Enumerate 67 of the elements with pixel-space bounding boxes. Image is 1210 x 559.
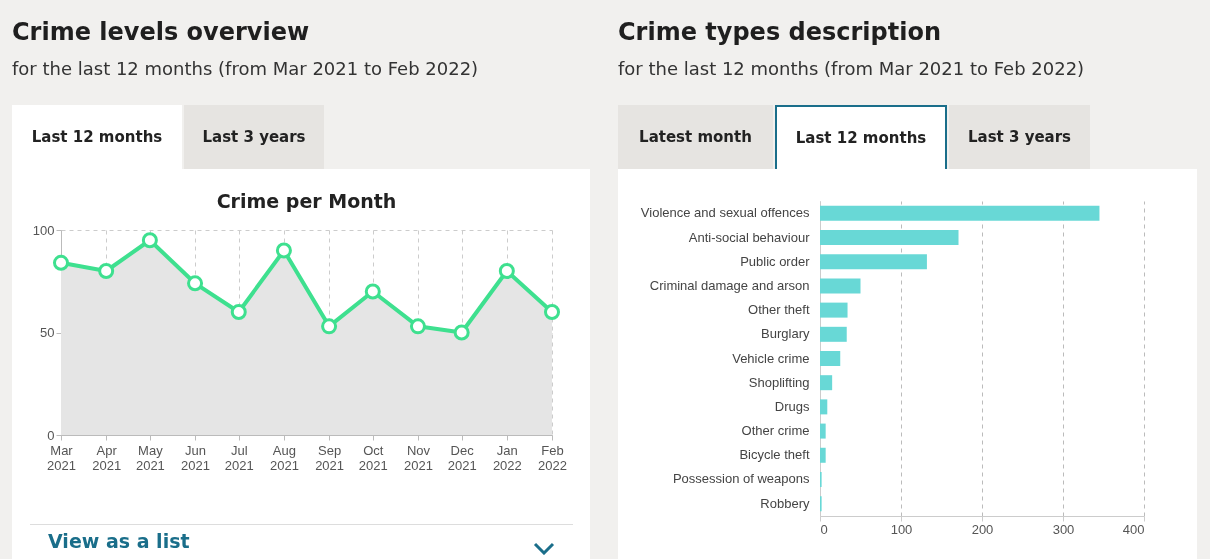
x-tick-label: Dec 2021 xyxy=(447,442,477,473)
y-tick-label: Drugs xyxy=(774,398,810,414)
y-tick-label: Violence and sexual offences xyxy=(640,205,810,221)
point xyxy=(187,275,204,292)
x-tick-label: 400 xyxy=(1122,521,1145,537)
point xyxy=(543,303,561,321)
text: View as a list xyxy=(48,530,190,552)
y-tick-label: Possession of weapons xyxy=(672,471,810,487)
text: Crime per Month xyxy=(216,190,397,212)
y-tick-label: Burglary xyxy=(761,326,810,342)
point xyxy=(141,232,158,249)
y-tick-label: Anti-social behaviour xyxy=(688,229,811,245)
x-tick-label: Jul 2021 xyxy=(224,442,254,473)
x-tick-label: 300 xyxy=(1052,521,1075,537)
x-tick-label: Jan 2022 xyxy=(492,442,522,473)
x-tick-label: 0 xyxy=(820,521,828,537)
bar xyxy=(820,351,841,366)
bar xyxy=(820,375,833,391)
bar xyxy=(820,447,826,463)
bar xyxy=(820,423,826,439)
x-tick-label: 100 xyxy=(890,521,913,537)
bar xyxy=(820,278,861,294)
x-tick-label: Sep 2021 xyxy=(315,442,345,473)
bar xyxy=(820,254,927,270)
text: Last 12 months xyxy=(12,105,182,169)
x-tick-label: Oct 2021 xyxy=(358,442,388,473)
y-tick-label: 100 xyxy=(32,222,55,238)
point xyxy=(230,303,247,321)
y-tick-label: Vehicle crime xyxy=(732,350,810,366)
y-tick-label: Criminal damage and arson xyxy=(649,277,810,293)
chart-subtitle: for the last 12 months (from Mar 2021 to Feb 2022) xyxy=(12,58,479,79)
x-tick-label: 200 xyxy=(971,521,994,537)
point xyxy=(453,324,470,341)
x-tick-label: Jun 2021 xyxy=(181,442,210,473)
bar xyxy=(820,399,828,415)
x-tick-label: Aug 2021 xyxy=(269,442,299,473)
point xyxy=(409,318,426,335)
x-tick-label: Apr 2021 xyxy=(92,442,122,473)
point xyxy=(321,318,338,335)
bar xyxy=(820,302,848,318)
point xyxy=(275,242,292,259)
text: Latest month xyxy=(618,105,773,169)
text: Last 12 months xyxy=(775,105,947,169)
point xyxy=(364,283,381,300)
text: Last 3 years xyxy=(184,105,324,169)
x-tick-label: May 2021 xyxy=(135,442,165,473)
y-tick-label: Public order xyxy=(740,253,811,269)
point xyxy=(498,262,515,280)
x-tick-label: Mar 2021 xyxy=(47,442,76,473)
y-tick-label: 50 xyxy=(40,325,55,340)
bar xyxy=(820,205,1100,221)
y-tick-label: Other theft xyxy=(748,302,810,318)
chart-subtitle: for the last 12 months (from Mar 2021 to Feb 2022) xyxy=(618,58,1085,79)
point xyxy=(52,254,70,271)
y-tick-label: 0 xyxy=(47,427,55,443)
chart-title: Crime levels overview xyxy=(12,18,310,46)
text: Last 3 years xyxy=(949,105,1090,169)
y-tick-label: Shoplifting xyxy=(748,374,810,390)
bar xyxy=(820,230,959,246)
chart-title: Crime types description xyxy=(618,18,942,46)
x-tick-label: Feb 2022 xyxy=(538,442,567,473)
bar xyxy=(820,326,847,342)
point xyxy=(98,262,115,280)
y-tick-label: Other crime xyxy=(741,423,810,439)
y-tick-label: Robbery xyxy=(760,495,810,511)
x-tick-label: Nov 2021 xyxy=(404,442,433,473)
y-tick-label: Bicycle theft xyxy=(739,447,810,463)
